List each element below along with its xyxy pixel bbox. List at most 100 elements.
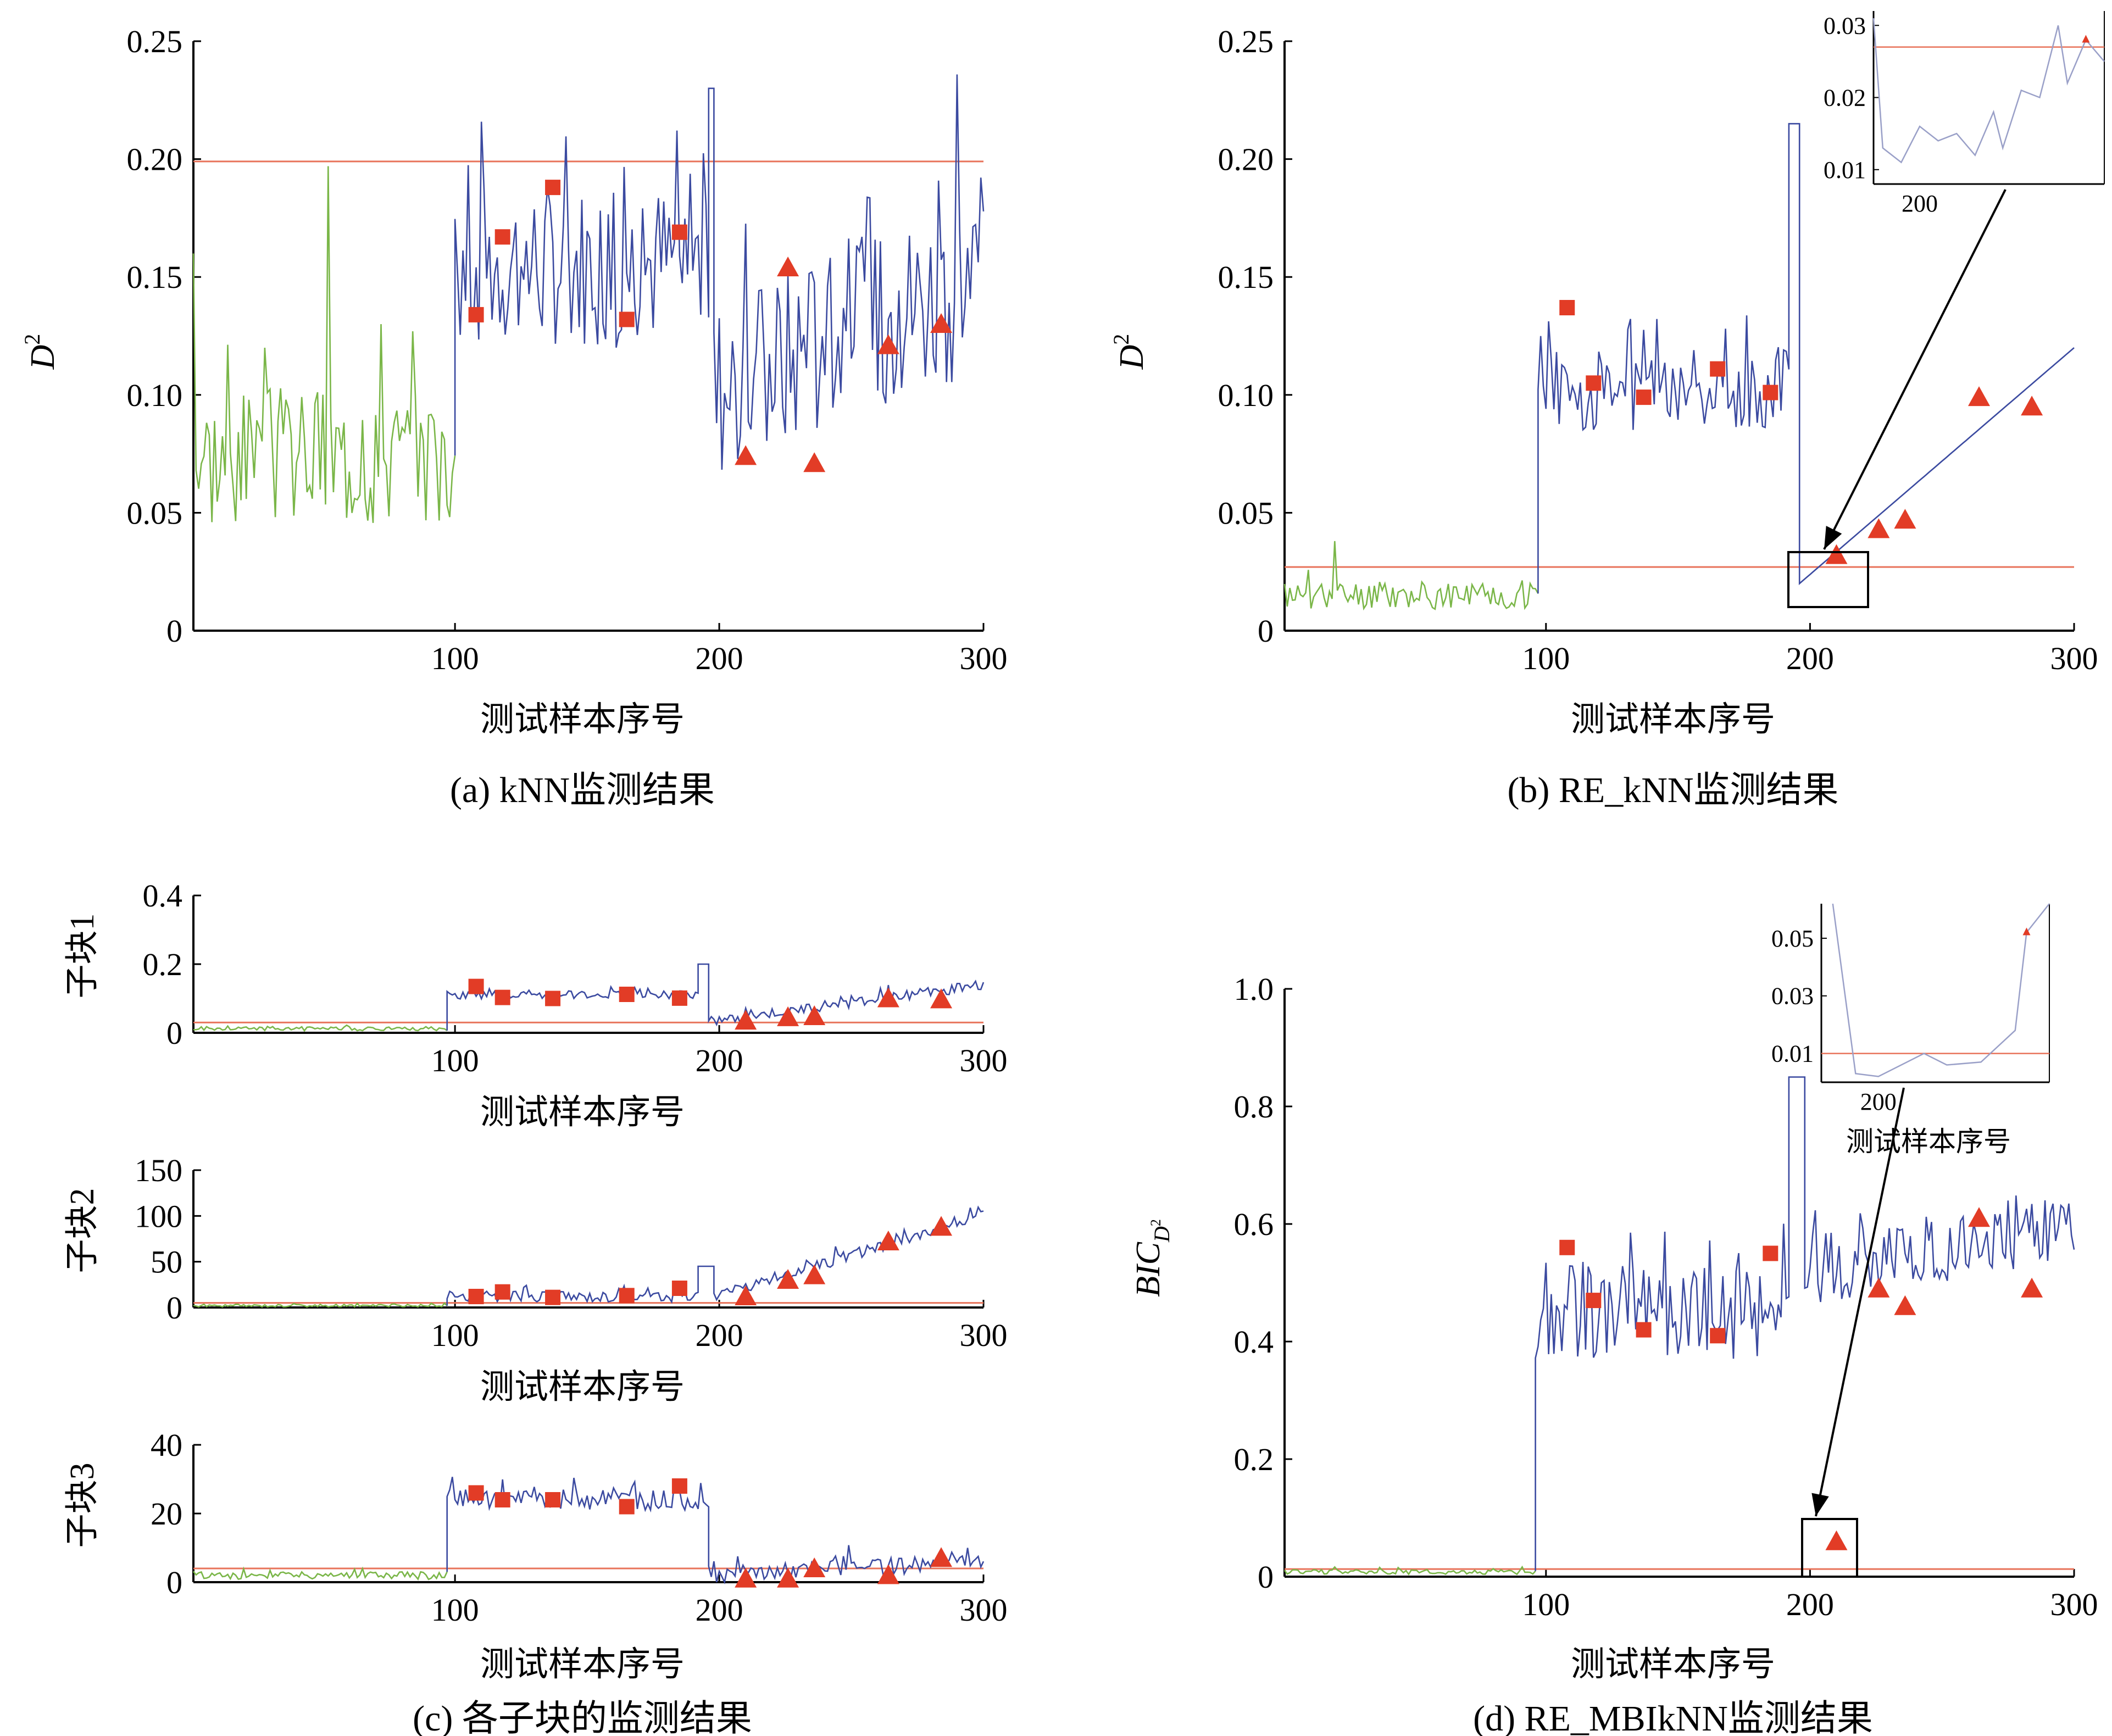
chart-c1-marker-square: [545, 991, 561, 1006]
chart-c1-ytick-label: 0.4: [143, 878, 183, 914]
chart-b-inset-xtick: 200: [1902, 190, 1938, 217]
chart-c3-xtick-label: 200: [696, 1592, 743, 1628]
chart-d-normal-series: [1283, 1565, 1536, 1576]
chart-c1-marker-square: [494, 989, 510, 1005]
chart-c3-ytick-label: 40: [151, 1427, 182, 1463]
chart-d-inset-ytick: 0.01: [1771, 1041, 1814, 1067]
chart-a-marker-square: [619, 311, 635, 327]
chart-d-inset-ytick: 0.03: [1771, 983, 1814, 1010]
chart-b-marker-square: [1559, 299, 1575, 315]
chart-c1-ytick-label: 0.2: [143, 947, 183, 982]
chart-c3-marker-square: [545, 1492, 561, 1507]
chart-b-marker-square: [1763, 385, 1778, 400]
chart-c-subblock-1: 100 200 300 0 0.2 0.4: [143, 878, 1008, 1078]
chart-b-marker-square: [1636, 390, 1652, 405]
chart-c1-marker-triangle: [777, 1006, 799, 1026]
chart-b-ylabel: D2: [1109, 334, 1151, 370]
chart-c3-marker-square: [494, 1492, 510, 1507]
chart-c1-fault-series: [446, 963, 985, 1031]
chart-a-xtick-label: 300: [960, 641, 1008, 676]
chart-c2-normal-series: [193, 1302, 448, 1308]
chart-b-inset-ytick: 0.01: [1824, 157, 1866, 183]
chart-c3-marker-square: [468, 1485, 484, 1501]
chart-d-inset-series: [1832, 903, 2050, 1077]
chart-a-fault-series: [454, 74, 985, 470]
chart-c3-marker-triangle: [930, 1547, 953, 1567]
chart-c2-marker-square: [545, 1289, 561, 1305]
chart-d-inset-ytick: 0.05: [1771, 925, 1814, 952]
chart-d-xtick-label: 300: [2050, 1587, 2098, 1622]
chart-a-xtick-label: 200: [696, 641, 743, 676]
chart-c3-xlabel: 测试样本序号: [480, 1646, 685, 1683]
chart-a-ytick-label: 0.10: [127, 377, 183, 413]
chart-c1-normal-series: [193, 1024, 448, 1032]
chart-b-normal-series: [1283, 541, 1539, 611]
chart-c1-marker-triangle: [877, 987, 899, 1008]
chart-c2-ytick-label: 0: [166, 1290, 182, 1326]
chart-c2-fault-series: [446, 1205, 984, 1306]
chart-b-marker-triangle: [1894, 509, 1916, 529]
chart-d-ytick-label: 0.4: [1234, 1324, 1274, 1360]
chart-c1-marker-triangle: [735, 1010, 757, 1030]
chart-d: 100 200 300 0 0.2 0.4 0.6 0.8 1.0 BICD2 测试样本序号 (…: [1130, 903, 2098, 1736]
chart-c2-marker-square: [619, 1288, 635, 1304]
chart-d-ytick-label: 1.0: [1234, 971, 1274, 1007]
chart-a-ylabel: D2: [20, 334, 62, 370]
chart-c2-marker-triangle: [877, 1231, 899, 1250]
chart-c1-xtick-label: 100: [431, 1043, 479, 1078]
chart-b-inset-ytick: 0.03: [1824, 12, 1866, 39]
chart-d-marker-square: [1763, 1245, 1778, 1261]
chart-a-ytick-label: 0.15: [127, 259, 183, 295]
chart-c3-marker-square: [671, 1478, 687, 1494]
chart-d-marker-square: [1636, 1322, 1652, 1338]
chart-c1-xlabel: 测试样本序号: [480, 1094, 685, 1131]
chart-a-ytick-label: 0: [166, 613, 182, 649]
chart-d-inset-xtick: 200: [1860, 1088, 1897, 1115]
chart-a-marker-square: [545, 180, 561, 196]
chart-c3-normal-series: [192, 1566, 448, 1581]
chart-d-ytick-label: 0.8: [1234, 1089, 1274, 1125]
chart-c2-marker-square: [494, 1284, 510, 1300]
chart-d-zoom-arrow: [1815, 1087, 1905, 1517]
chart-d-marker-triangle: [1868, 1277, 1890, 1298]
chart-a-caption: (a) kNN监测结果: [450, 770, 715, 810]
chart-b-inset-bg: [1874, 11, 2104, 184]
chart-b-ytick-label: 0.15: [1218, 259, 1274, 295]
chart-c-subblock-3: 100 200 300 0 20 40: [151, 1427, 1008, 1628]
chart-b-inset-marker: [2082, 35, 2090, 43]
chart-c2-marker-square: [468, 1289, 484, 1304]
chart-b-inset: 0.01 0.02 0.03 200: [1787, 11, 2105, 608]
chart-d-marker-square: [1710, 1328, 1726, 1344]
chart-b-marker-triangle: [2021, 396, 2043, 416]
chart-b-xtick-label: 100: [1522, 641, 1570, 676]
chart-d-marker-triangle: [1894, 1295, 1916, 1315]
chart-d-fault-series: [1535, 1076, 2075, 1571]
chart-c1-marker-triangle: [930, 988, 953, 1009]
chart-c3-xtick-label: 300: [960, 1592, 1008, 1628]
chart-d-marker-triangle: [1968, 1207, 1990, 1227]
chart-b-ytick-label: 0.05: [1218, 495, 1274, 531]
chart-d-ytick-label: 0.2: [1234, 1442, 1274, 1477]
chart-c2-xtick-label: 100: [431, 1317, 479, 1353]
chart-d-ylabel: BICD2: [1130, 1219, 1174, 1297]
chart-c2-ytick-label: 50: [151, 1244, 182, 1280]
chart-a-ytick-label: 0.25: [127, 24, 183, 59]
chart-b-caption: (b) RE_kNN监测结果: [1507, 770, 1838, 810]
chart-c1-xtick-label: 200: [696, 1043, 743, 1078]
chart-b-zoom-box: [1787, 551, 1869, 608]
chart-c3-marker-triangle: [877, 1564, 899, 1584]
chart-c1-ylabel: 子块1: [64, 913, 101, 998]
chart-c-caption: (c) 各子块的监测结果: [413, 1699, 752, 1736]
chart-b-marker-triangle: [1868, 518, 1890, 538]
chart-a-ytick-label: 0.20: [127, 142, 183, 177]
chart-c2-marker-triangle: [930, 1216, 953, 1236]
chart-d-xtick-label: 100: [1522, 1587, 1570, 1622]
chart-d-inset-xlabel: 测试样本序号: [1846, 1126, 2011, 1157]
chart-d-marker-square: [1559, 1239, 1575, 1255]
chart-c3-marker-square: [619, 1499, 635, 1515]
chart-c3-marker-triangle: [777, 1567, 799, 1588]
chart-b-zoom-arrow: [1823, 189, 2007, 550]
chart-d-xtick-label: 200: [1786, 1587, 1834, 1622]
chart-b-ytick-label: 0: [1258, 613, 1274, 649]
